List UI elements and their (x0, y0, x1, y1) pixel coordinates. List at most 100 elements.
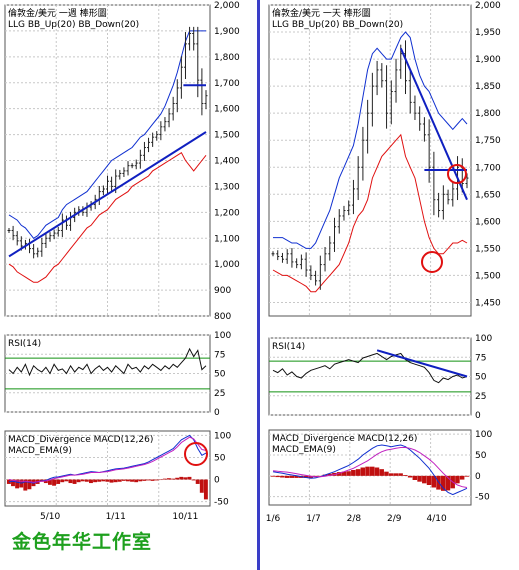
daily-price-upper-circle (447, 164, 467, 184)
weekly-price-y-tick-label: 1,800 (214, 53, 240, 63)
weekly-macd-histogram-bar (101, 479, 106, 482)
daily-rsi-y-tick-label: 0 (475, 411, 481, 421)
daily-price-y-tick-label: 1,450 (475, 298, 501, 308)
weekly-macd-histogram-bar (56, 479, 61, 484)
daily-macd-histogram-bar (289, 475, 295, 478)
daily-x-tick-label: 1/6 (266, 514, 281, 524)
daily-macd-histogram-bar (355, 469, 361, 476)
daily-price-legend-text: 倫敦金/美元 一天 棒形圖 (272, 7, 371, 19)
daily-macd-legend-text: MACD_Divergence MACD(12,26) (272, 434, 417, 444)
weekly-price-y-tick-label: 900 (214, 286, 231, 296)
weekly-macd-histogram-bar (134, 479, 139, 483)
daily-rsi-legend-text: RSI(14) (272, 342, 305, 352)
weekly-macd-highlight-circle (184, 442, 208, 466)
daily-macd-histogram-bar (294, 475, 299, 478)
daily-macd-histogram-bar (374, 467, 380, 476)
weekly-macd-histogram-bar (130, 479, 134, 482)
weekly-macd-histogram-bar (199, 479, 204, 493)
daily-price-y-tick-label: 2,000 (475, 1, 501, 11)
daily-rsi-trendline (376, 349, 468, 378)
weekly-macd-legend-text: MACD_EMA(9) (8, 446, 72, 456)
daily-macd-ema-line (272, 447, 468, 488)
weekly-rsi-y-tick-label: 100 (214, 331, 231, 341)
daily-chart-svg: 2,000 1,950 1,900 1,850 1,800 1,750 1,700 1,650… (266, 1, 501, 524)
daily-price-y-tick-label: 1,600 (475, 217, 501, 227)
weekly-macd-histogram-bar (23, 479, 28, 491)
daily-macd-histogram-bar (417, 475, 422, 482)
daily-macd-histogram-bar (431, 475, 437, 488)
daily-macd-y-tick-label: 0 (475, 472, 481, 482)
daily-macd-histogram-bar (379, 469, 384, 476)
weekly-price-y-tick-label: 1,700 (214, 79, 240, 89)
weekly-macd-histogram-bar (150, 479, 155, 481)
weekly-macd-histogram-bar (84, 479, 89, 482)
daily-macd-histogram-bar (317, 475, 323, 477)
weekly-price-y-tick-label: 1,600 (214, 105, 240, 115)
weekly-price-y-tick-label: 1,400 (214, 157, 240, 167)
daily-downtrend-line (399, 47, 468, 201)
weekly-price-y-tick-label: 1,900 (214, 27, 240, 37)
weekly-macd-histogram-bar (175, 477, 180, 480)
weekly-macd-histogram-bar (187, 476, 192, 480)
daily-macd-histogram-bar (341, 471, 347, 476)
daily-macd-line (272, 444, 468, 496)
daily-macd-histogram-bar (393, 473, 399, 476)
weekly-price-y-tick-label: 1,200 (214, 208, 240, 218)
weekly-macd-histogram-bar (113, 479, 118, 483)
weekly-macd-y-tick-label: 0 (214, 476, 220, 486)
daily-macd-y-tick-label: 50 (475, 451, 487, 461)
weekly-macd-histogram-bar (80, 479, 85, 482)
daily-price-legend-text: LLG BB_Up(20) BB_Down(20) (272, 20, 403, 30)
weekly-rsi-line (8, 347, 207, 377)
daily-price-y-tick-label: 1,900 (475, 55, 501, 65)
weekly-bb-down-line (8, 151, 207, 283)
daily-macd-histogram-bar (284, 475, 290, 478)
daily-price-y-tick-label: 1,750 (475, 136, 501, 146)
weekly-price-y-tick-label: 2,000 (214, 1, 240, 11)
weekly-uptrend-line (8, 131, 207, 258)
daily-macd-histogram-bar (360, 467, 366, 476)
daily-macd-histogram-bar (440, 475, 446, 491)
weekly-macd-histogram-bar (64, 479, 69, 482)
daily-macd-histogram-bar (459, 475, 465, 480)
weekly-price-y-tick-label: 1,000 (214, 260, 240, 270)
weekly-rsi-y-tick-label: 75 (214, 350, 225, 360)
weekly-rsi-y-tick-label: 50 (214, 370, 226, 380)
weekly-macd-ema-line (8, 436, 207, 483)
weekly-macd-histogram-bar (109, 479, 114, 483)
weekly-price-panel (4, 4, 211, 317)
right-chart-frame: 2,000 1,950 1,900 1,850 1,800 1,750 1,700 1,650… (262, 0, 519, 570)
weekly-x-tick-label: 10/11 (172, 512, 198, 522)
daily-macd-histogram-bar (388, 473, 394, 476)
weekly-macd-histogram-bar (6, 479, 11, 484)
weekly-rsi-legend-text: RSI(14) (8, 339, 41, 349)
weekly-macd-histogram-bar (27, 479, 32, 490)
daily-macd-histogram-bar (412, 475, 418, 480)
daily-macd-y-tick-label: 100 (475, 430, 492, 440)
daily-price-y-tick-label: 1,550 (475, 244, 501, 254)
daily-macd-histogram-bar (346, 471, 351, 476)
weekly-macd-histogram-bar (167, 478, 171, 480)
daily-macd-y-tick-label: -50 (475, 493, 490, 503)
daily-x-tick-label: 2/9 (387, 514, 402, 524)
daily-macd-histogram-bar (303, 475, 309, 478)
daily-macd-histogram-bar (327, 473, 332, 476)
weekly-macd-histogram-bar (183, 477, 188, 480)
weekly-macd-histogram-bar (47, 479, 52, 485)
studio-caption: 金色年华工作室 (12, 531, 153, 553)
daily-macd-histogram-bar (365, 466, 370, 476)
daily-macd-histogram-bar (275, 475, 280, 478)
weekly-macd-histogram-bar (146, 479, 151, 481)
weekly-bb-up-line (8, 30, 206, 239)
weekly-rsi-y-tick-label: 25 (214, 389, 225, 399)
weekly-price-y-tick-label: 1,100 (214, 234, 240, 244)
daily-rsi-y-tick-label: 75 (475, 353, 486, 363)
daily-price-y-tick-label: 1,500 (475, 271, 501, 281)
daily-bb-up-line (273, 31, 468, 249)
weekly-macd-histogram-bar (89, 479, 93, 484)
daily-bb-down-line (272, 133, 468, 293)
weekly-macd-histogram-bar (93, 479, 98, 483)
daily-rsi-y-tick-label: 100 (475, 334, 492, 344)
daily-macd-histogram-bar (403, 475, 408, 476)
weekly-macd-histogram-bar (68, 479, 73, 484)
